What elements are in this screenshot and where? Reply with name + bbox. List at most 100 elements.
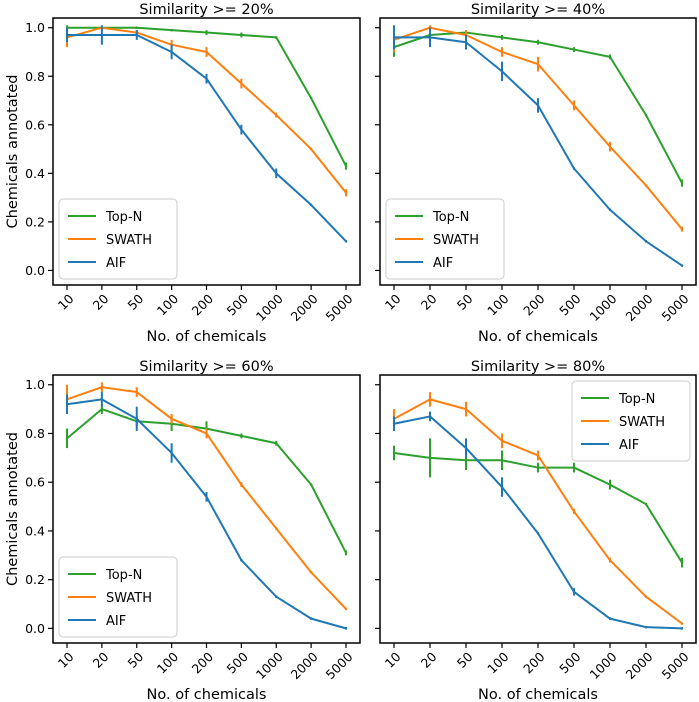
data-point: [275, 36, 278, 39]
x-tick-label: 50: [124, 649, 146, 671]
data-point: [536, 532, 540, 535]
x-tick-label: 20: [90, 291, 112, 313]
legend-label: Top-N: [105, 210, 142, 225]
chart-title: Similarity >= 60%: [139, 359, 273, 375]
data-point: [240, 434, 243, 438]
data-point: [644, 625, 648, 629]
legend: Top-N SWATH AIF: [58, 556, 178, 638]
data-point: [680, 227, 684, 231]
y-tick-label: 0.4: [25, 166, 45, 181]
data-point: [309, 483, 313, 486]
data-point: [680, 627, 684, 630]
chart-panel-2: Similarity >= 40% 10 20 50 100 200 500 1000 2000…: [375, 2, 697, 345]
x-tick-label: 100: [484, 291, 512, 319]
data-point: [344, 164, 348, 168]
data-point: [135, 390, 138, 394]
data-point: [572, 48, 576, 51]
legend-label: Top-N: [105, 568, 142, 583]
data-point: [135, 33, 138, 37]
y-tick-label: 0.6: [25, 475, 45, 490]
data-point: [608, 483, 612, 486]
x-tick-label: 1000: [586, 649, 619, 682]
legend: Top-N SWATH AIF: [58, 198, 178, 280]
data-point: [644, 595, 648, 598]
legend-label: AIF: [106, 256, 126, 271]
chart-panel-4: Similarity >= 80% 10 20 50 100 200 500 1000 2000…: [375, 359, 697, 702]
x-tick-label: 2000: [288, 291, 321, 324]
data-point: [536, 454, 540, 457]
x-tick-label: 100: [154, 649, 182, 677]
data-point: [240, 128, 243, 131]
x-tick-label: 50: [454, 649, 476, 671]
data-point: [536, 104, 540, 107]
data-point: [500, 70, 504, 73]
data-point: [464, 407, 468, 411]
data-point: [275, 595, 278, 598]
chart-panel-3: Similarity >= 60% 0.0 0.2 0.4 0.6 0.8 1.0 10 20 5…: [5, 359, 361, 702]
data-point: [65, 403, 69, 406]
data-point: [275, 527, 278, 530]
data-point: [428, 456, 432, 460]
y-axis-label: Chemicals annotated: [5, 75, 21, 229]
y-tick-label: 0.8: [25, 69, 45, 84]
data-point: [644, 184, 648, 187]
data-point: [170, 50, 173, 54]
data-point: [100, 33, 104, 37]
chart-title: Similarity >= 20%: [139, 2, 273, 18]
data-point: [608, 617, 612, 620]
y-tick-label: 1.0: [25, 377, 45, 392]
data-point: [680, 264, 684, 267]
legend-label: Top-N: [618, 392, 655, 407]
data-point: [205, 432, 208, 435]
x-tick-label: 5000: [322, 291, 355, 324]
y-tick-label: 0.2: [25, 214, 45, 229]
data-point: [572, 167, 576, 170]
x-axis-label: No. of chemicals: [147, 687, 267, 702]
data-point: [572, 466, 576, 469]
data-point: [392, 422, 396, 425]
series-aif: [65, 25, 348, 243]
data-point: [500, 439, 504, 442]
data-point: [344, 607, 348, 611]
data-point: [464, 446, 468, 450]
x-tick-label: 50: [124, 291, 146, 313]
data-point: [392, 36, 396, 39]
x-tick-label: 2000: [622, 291, 655, 324]
data-point: [170, 28, 173, 32]
legend-label: SWATH: [433, 233, 479, 248]
x-tick-label: 100: [484, 649, 512, 677]
data-point: [135, 26, 138, 29]
x-tick-label: 200: [189, 291, 217, 319]
x-tick-label: 500: [223, 649, 251, 677]
legend-label: AIF: [106, 614, 126, 629]
data-point: [344, 627, 348, 630]
x-tick-label: 200: [520, 291, 548, 319]
data-point: [100, 398, 104, 401]
x-tick-label: 200: [520, 649, 548, 677]
legend-label: SWATH: [106, 233, 152, 248]
x-tick-label: 20: [90, 649, 112, 671]
data-point: [309, 571, 313, 574]
data-point: [680, 622, 684, 625]
x-tick-label: 500: [556, 291, 584, 319]
series-swath: [65, 26, 348, 197]
data-point: [536, 41, 540, 44]
data-point: [205, 77, 208, 80]
data-point: [500, 459, 504, 462]
y-tick-label: 0.8: [25, 426, 45, 441]
data-point: [608, 558, 612, 562]
legend-box: [571, 380, 691, 462]
chart-title: Similarity >= 40%: [471, 2, 605, 18]
data-point: [275, 442, 278, 445]
data-point: [428, 398, 432, 401]
y-tick-label: 0.4: [25, 523, 45, 538]
data-point: [65, 437, 69, 440]
data-point: [644, 113, 648, 117]
data-point: [240, 82, 243, 85]
data-point: [309, 203, 313, 207]
data-point: [100, 407, 104, 411]
x-tick-label: 100: [154, 291, 182, 319]
data-point: [65, 33, 69, 37]
x-tick-label: 20: [418, 649, 440, 671]
chart-title: Similarity >= 80%: [471, 359, 605, 375]
